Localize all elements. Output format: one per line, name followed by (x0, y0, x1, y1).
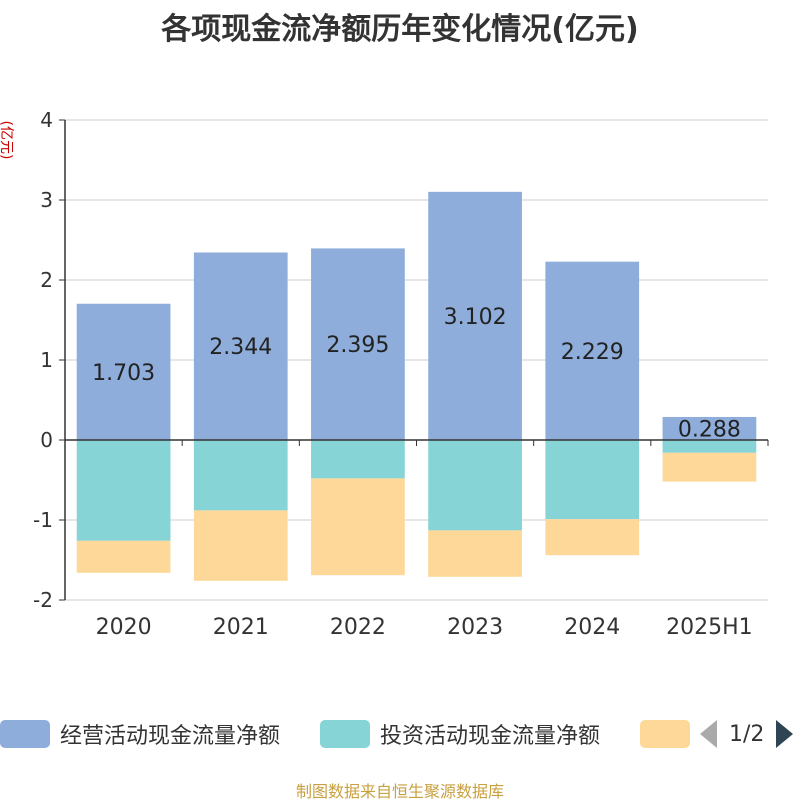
bar-series0-2025H1 (662, 416, 757, 440)
y-tick-label: -1 (33, 508, 53, 532)
x-tick-label: 2024 (564, 615, 620, 640)
bar-series2-2021 (193, 510, 288, 581)
x-tick-label: 2022 (330, 615, 386, 640)
pager-next-icon[interactable] (776, 720, 794, 748)
legend-label-operating: 经营活动现金流量净额 (60, 724, 281, 749)
data-label: 2.229 (561, 340, 624, 365)
legend-swatch-financing (640, 720, 690, 748)
bar-chart: -2 -1 0 1 2 3 4 2020 2021 2022 2023 2024 2025H1 1.703… (33, 108, 769, 640)
legend-swatch-operating (0, 720, 50, 748)
bar-series1-2025H1 (662, 440, 757, 453)
source-note: 制图数据来自恒生聚源数据库 (295, 782, 504, 801)
legend-label-investing: 投资活动现金流量净额 (380, 724, 601, 749)
bar-series2-2025H1 (662, 452, 757, 482)
data-label: 1.703 (92, 361, 155, 386)
legend-item-investing[interactable]: 投资活动现金流量净额 (320, 716, 600, 752)
bar-series1-2024 (545, 440, 640, 520)
bar-series2-2022 (311, 478, 405, 576)
x-tick-label: 2020 (96, 615, 152, 640)
bar-series2-2023 (428, 530, 522, 577)
y-tick-label: 4 (40, 108, 53, 132)
bar-series1-2023 (428, 440, 522, 531)
chart-title: 各项现金流净额历年变化情况(亿元) (161, 12, 639, 47)
data-label: 2.344 (209, 335, 272, 360)
y-tick-label: -2 (33, 588, 53, 612)
pager-text: 1/2 (729, 721, 765, 747)
legend-item-financing[interactable] (640, 716, 690, 752)
data-label: 3.102 (444, 305, 507, 330)
y-tick-label: 0 (40, 428, 53, 452)
x-tick-label: 2023 (447, 615, 503, 640)
x-tick-label: 2021 (213, 615, 269, 640)
legend: 经营活动现金流量净额 投资活动现金流量净额 (0, 716, 800, 752)
y-tick-label: 2 (40, 268, 53, 292)
legend-swatch-investing (320, 720, 370, 748)
y-tick-label: 1 (40, 348, 53, 372)
bar-series0-2022 (311, 248, 405, 440)
bar-series2-2024 (545, 519, 640, 556)
x-tick-label: 2025H1 (666, 615, 753, 640)
legend-pager: 1/2 (700, 716, 794, 752)
y-tick-label: 3 (40, 188, 53, 212)
data-label: 2.395 (326, 333, 389, 358)
bar-series2-2020 (76, 540, 171, 573)
bar-series1-2022 (311, 440, 405, 479)
bar-series0-2020 (76, 303, 171, 440)
bar-series1-2020 (76, 440, 171, 541)
pager-prev-icon[interactable] (700, 720, 717, 748)
bar-series1-2021 (193, 440, 288, 511)
bar-series0-2021 (193, 252, 288, 440)
legend-item-operating[interactable]: 经营活动现金流量净额 (0, 716, 280, 752)
bar-series0-2023 (428, 191, 522, 440)
bar-series0-2024 (545, 261, 640, 440)
data-label: 0.288 (678, 417, 741, 442)
